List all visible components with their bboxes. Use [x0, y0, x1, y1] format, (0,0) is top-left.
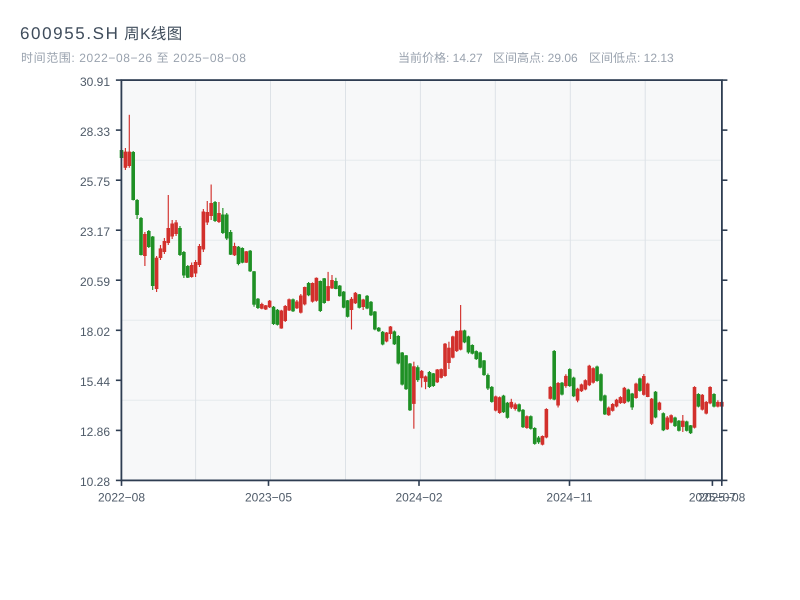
- svg-text:2024−02: 2024−02: [395, 491, 442, 505]
- svg-text:2025−08: 2025−08: [698, 491, 745, 505]
- svg-text:2022−08: 2022−08: [98, 491, 145, 505]
- svg-text:28.33: 28.33: [80, 125, 110, 139]
- svg-text:15.44: 15.44: [80, 375, 110, 389]
- svg-text:10.28: 10.28: [80, 475, 110, 489]
- svg-text:18.02: 18.02: [80, 325, 110, 339]
- svg-text:20.59: 20.59: [80, 275, 110, 289]
- svg-text:30.91: 30.91: [80, 75, 110, 89]
- svg-text:23.17: 23.17: [80, 225, 110, 239]
- svg-text:2023−05: 2023−05: [245, 491, 292, 505]
- svg-text:12.86: 12.86: [80, 425, 110, 439]
- svg-text:2025−07: 2025−07: [689, 491, 736, 505]
- svg-text:2024−11: 2024−11: [546, 491, 592, 505]
- svg-text:25.75: 25.75: [80, 175, 110, 189]
